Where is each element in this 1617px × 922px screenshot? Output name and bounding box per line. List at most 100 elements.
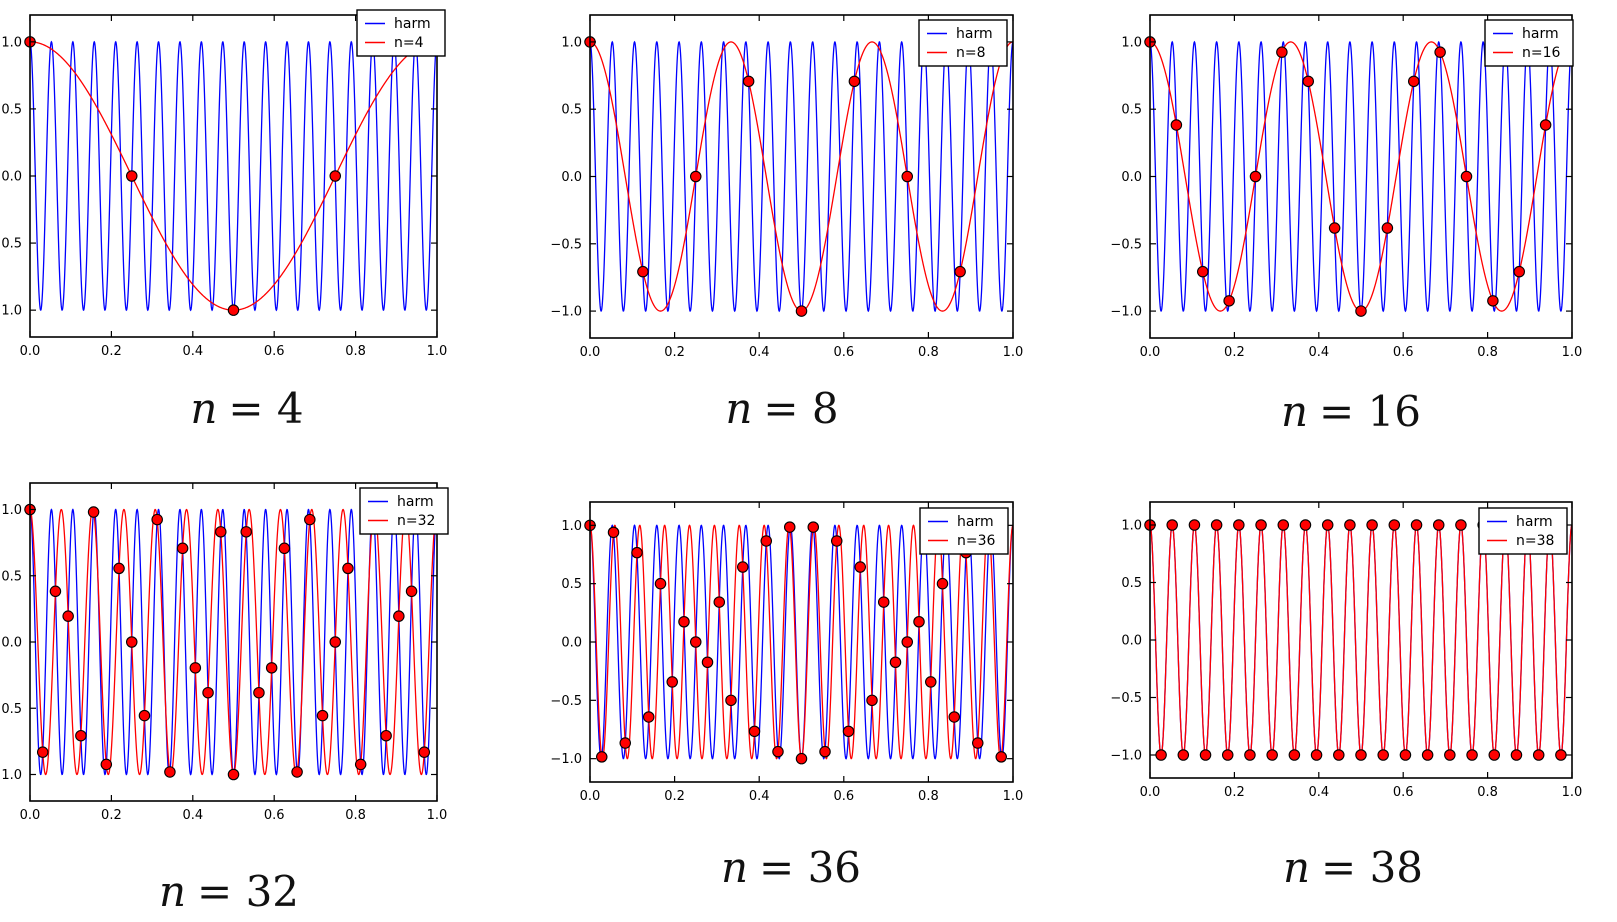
caption-value: = 38 [1321, 843, 1424, 892]
sample-point [772, 745, 784, 758]
sample-point [75, 729, 87, 742]
y-tick-label: 0.0 [1, 170, 22, 185]
sample-point [253, 686, 265, 699]
sample-point [1221, 749, 1234, 761]
sample-point [227, 304, 240, 316]
sample-point [848, 75, 861, 88]
caption-variable: n [158, 867, 187, 916]
sample-point [1366, 519, 1378, 531]
sample-point [36, 746, 49, 758]
sample-point [689, 170, 702, 183]
legend: harm n=8 [918, 19, 1008, 67]
sample-point [1310, 749, 1323, 761]
x-tick-label: 0.0 [580, 345, 601, 360]
subplot-caption-n36: n = 36 [651, 843, 931, 899]
legend: harm n=4 [356, 9, 446, 57]
sample-point [240, 526, 252, 538]
sample-point [1355, 749, 1367, 761]
y-tick-label: 0.5 [1121, 103, 1142, 118]
x-tick-label: 0.4 [182, 344, 203, 359]
y-tick-label: 0.5 [1, 102, 22, 117]
sample-point [176, 542, 189, 555]
x-tick-label: 1.0 [1003, 789, 1024, 804]
sample-point [329, 636, 341, 648]
caption-variable: n [720, 843, 749, 892]
legend: harm n=36 [919, 507, 1009, 555]
sample-point [265, 662, 278, 674]
y-tick-label: −0.5 [1110, 237, 1142, 252]
sample-point [202, 686, 214, 699]
sample-point [1344, 519, 1356, 531]
caption-value: = 36 [759, 843, 862, 892]
x-tick-label: 1.0 [1003, 345, 1024, 360]
x-tick-label: 0.8 [918, 789, 939, 804]
sample-point [1299, 519, 1312, 531]
sample-point [278, 542, 291, 555]
y-tick-label: 1.0 [1121, 519, 1142, 534]
subplot-n38: 0.0 0.2 0.4 0.6 0.8 1.0 −1.0 −0.5 0.0 0.5 1.0 harm n… [1110, 501, 1582, 800]
y-tick-label: 1.0 [1, 35, 22, 50]
legend-box [1478, 507, 1568, 555]
sample-point [1421, 749, 1434, 761]
x-tick-label: 0.6 [264, 808, 285, 823]
caption-value: = 8 [763, 384, 839, 433]
x-tick-label: 0.0 [20, 344, 41, 359]
sample-point [189, 662, 202, 674]
legend-box [359, 487, 449, 535]
sample-point [316, 709, 329, 722]
sample-point [889, 656, 902, 668]
x-tick-label: 0.4 [1308, 785, 1329, 800]
sample-point [842, 725, 855, 738]
y-tick-label: −1.0 [550, 305, 582, 320]
sample-point [1249, 170, 1262, 183]
sample-point [1377, 749, 1389, 761]
sample-point [1266, 749, 1278, 761]
legend-label: harm [394, 16, 431, 32]
sample-point [1444, 749, 1456, 761]
y-tick-label: 0.5 [561, 103, 582, 118]
sample-point [1255, 519, 1267, 531]
subplot-n4: 0.0 0.2 0.4 0.6 0.8 1.0 −1.0 −0.5 0.0 0.5 1.0 harm n… [0, 9, 447, 359]
legend-label: n=38 [1516, 533, 1554, 549]
sample-point [1277, 519, 1290, 531]
subplot-n8: 0.0 0.2 0.4 0.6 0.8 1.0 −1.0 −0.5 0.0 0.5 1.0 harm n… [550, 14, 1024, 360]
axes-frame [29, 14, 438, 338]
y-tick-label: −1.0 [1110, 305, 1142, 320]
x-tick-label: 0.4 [1308, 345, 1329, 360]
series-harm [1149, 40, 1573, 313]
sample-point [418, 746, 431, 758]
sample-point [607, 526, 620, 539]
caption-variable: n [725, 384, 753, 433]
x-tick-label: 0.4 [182, 808, 203, 823]
y-tick-label: 1.0 [1121, 35, 1142, 50]
y-tick-label: 1.0 [561, 35, 582, 50]
sample-point [877, 596, 890, 608]
x-tick-label: 0.0 [580, 789, 601, 804]
y-tick-label: −0.5 [1110, 691, 1142, 706]
x-tick-label: 0.6 [1393, 785, 1414, 800]
sample-point [819, 745, 831, 758]
legend-label: n=36 [957, 533, 996, 549]
sample-point [1177, 749, 1190, 761]
x-tick-label: 0.8 [918, 345, 939, 360]
sample-point [1355, 305, 1367, 317]
sample-point [342, 562, 354, 575]
sample-point [1276, 46, 1288, 58]
subplot-n32: 0.0 0.2 0.4 0.6 0.8 1.0 −1.0 −0.5 0.0 0.5 1.0 harm n… [0, 482, 449, 823]
sample-point [666, 676, 678, 688]
sample-point [1166, 519, 1178, 531]
sample-point [1223, 295, 1235, 307]
sample-point [854, 561, 866, 573]
sample-point [936, 577, 949, 590]
sample-point [596, 751, 608, 763]
sample-point [637, 265, 649, 278]
sample-point [1244, 749, 1256, 761]
legend: harm n=38 [1478, 507, 1568, 555]
sample-point [1328, 222, 1341, 234]
y-tick-label: 0.5 [561, 577, 582, 592]
sample-point [1487, 295, 1499, 307]
sample-point [1388, 519, 1401, 531]
caption-variable: n [1280, 387, 1309, 436]
x-tick-label: 0.8 [1477, 785, 1498, 800]
